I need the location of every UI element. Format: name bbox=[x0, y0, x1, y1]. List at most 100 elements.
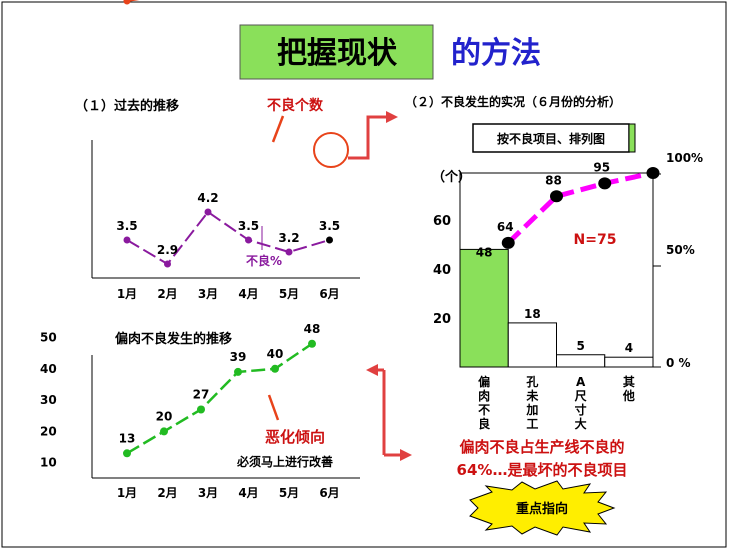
data-label-pct: 3.2 bbox=[278, 231, 299, 245]
cumulative-label: 64 bbox=[497, 220, 514, 234]
point-offset bbox=[160, 427, 168, 436]
point-offset bbox=[271, 364, 279, 373]
pareto-n-label: N=75 bbox=[574, 232, 617, 248]
cumulative-point bbox=[501, 236, 515, 249]
y-tick-label-left: 20 bbox=[433, 312, 451, 327]
highlight-circle bbox=[313, 132, 349, 168]
annot-worse-pointer bbox=[267, 394, 280, 421]
connector-top bbox=[348, 115, 388, 160]
title-box bbox=[239, 24, 434, 80]
cumulative-point bbox=[550, 190, 563, 203]
cumulative-point bbox=[598, 177, 612, 190]
y-tick-label-left: 40 bbox=[433, 263, 451, 278]
x-tick-label: 1月 bbox=[117, 287, 137, 301]
point-pct bbox=[245, 236, 252, 244]
bar bbox=[507, 322, 557, 368]
point-offset bbox=[123, 449, 131, 458]
data-label-pct: 3.5 bbox=[319, 219, 340, 233]
bar bbox=[604, 356, 654, 368]
category-label-char: 尺 bbox=[575, 389, 587, 403]
point-offset bbox=[234, 367, 242, 376]
y-tick-label: 40 bbox=[40, 362, 57, 376]
category-label-char: 大 bbox=[575, 416, 587, 431]
left-bottom-heading: 偏肉不良发生的推移 bbox=[115, 331, 232, 347]
pareto-label-text: 按不良项目、排列图 bbox=[497, 131, 605, 146]
title-main: 把握现状 bbox=[277, 36, 398, 71]
point-offset bbox=[308, 339, 316, 348]
category-label-char: 其 bbox=[623, 374, 635, 389]
cumulative-label: 95 bbox=[593, 160, 610, 174]
annot-improve: 必须马上进行改善 bbox=[236, 454, 333, 469]
connector-top-arrowhead bbox=[386, 111, 398, 123]
category-label-char: 寸 bbox=[575, 402, 587, 417]
point-pct bbox=[123, 236, 131, 244]
y-tick-label-left: 60 bbox=[433, 214, 451, 229]
category-label-char: 不 bbox=[478, 403, 490, 417]
series-line-count bbox=[126, 0, 140, 2]
annot-pct: 不良% bbox=[246, 253, 282, 268]
point-pct bbox=[164, 260, 171, 268]
bar-value-label: 48 bbox=[476, 245, 493, 259]
conclusion-line2: 64%…是最坏的不良项目 bbox=[457, 461, 628, 479]
x-tick-label: 3月 bbox=[198, 486, 218, 500]
badge-starburst bbox=[469, 480, 616, 536]
bar-value-label: 4 bbox=[625, 341, 633, 355]
badge-text: 重点指向 bbox=[516, 501, 568, 517]
x-tick-label: 3月 bbox=[198, 287, 218, 301]
x-tick-label: 5月 bbox=[279, 287, 299, 301]
data-label-offset: 27 bbox=[193, 387, 210, 401]
x-tick-label: 2月 bbox=[157, 287, 177, 301]
category-label-char: 孔 bbox=[526, 375, 538, 389]
y-tick-label-right: 100% bbox=[666, 151, 703, 165]
right-heading: （２）不良发生的实况（６月份的分析） bbox=[405, 94, 621, 109]
cumulative-point bbox=[646, 167, 660, 179]
connector-bottom-arrow-left bbox=[366, 364, 378, 376]
data-label-pct: 4.2 bbox=[197, 191, 218, 205]
title-suffix: 的方法 bbox=[451, 36, 541, 71]
y-tick-label: 50 bbox=[40, 331, 57, 345]
data-label-offset: 20 bbox=[156, 409, 173, 423]
bar bbox=[459, 248, 509, 368]
category-label-char: A bbox=[576, 375, 586, 389]
bar-value-label: 5 bbox=[576, 339, 584, 353]
data-label-offset: 48 bbox=[304, 322, 321, 336]
pareto-unit: （个） bbox=[432, 169, 471, 185]
category-label-char: 他 bbox=[622, 388, 635, 403]
point-offset bbox=[197, 405, 205, 414]
x-tick-label: 6月 bbox=[319, 287, 339, 301]
annot-count-pointer bbox=[271, 115, 285, 143]
y-tick-label: 20 bbox=[40, 424, 57, 438]
annot-worse: 恶化倾向 bbox=[265, 428, 325, 446]
bar-value-label: 18 bbox=[524, 307, 541, 321]
category-label-char: 偏 bbox=[478, 374, 490, 389]
category-label-char: 良 bbox=[478, 416, 490, 431]
x-tick-label: 5月 bbox=[279, 486, 299, 500]
data-label-offset: 39 bbox=[230, 350, 247, 364]
x-tick-label: 4月 bbox=[238, 287, 258, 301]
data-label-offset: 40 bbox=[267, 347, 284, 361]
y-tick-label-right: 50% bbox=[666, 243, 695, 257]
conclusion-line1: 偏肉不良占生产线不良的 bbox=[459, 438, 624, 456]
category-label-char: 未 bbox=[525, 388, 538, 403]
x-tick-label: 1月 bbox=[117, 486, 137, 500]
data-label-offset: 13 bbox=[119, 431, 136, 445]
data-label-pct: 3.5 bbox=[238, 219, 259, 233]
bar bbox=[556, 354, 606, 368]
category-label-char: 加 bbox=[525, 402, 538, 417]
left-top-heading: （１）过去的推移 bbox=[75, 98, 179, 114]
point-pct bbox=[204, 208, 212, 216]
x-tick-label: 4月 bbox=[238, 486, 258, 500]
pareto-label-accent bbox=[628, 123, 636, 153]
data-label-pct: 3.5 bbox=[116, 219, 137, 233]
data-label-pct: 2.9 bbox=[157, 243, 178, 257]
annot-count: 不良个数 bbox=[267, 97, 324, 114]
cumulative-label: 88 bbox=[545, 173, 562, 187]
y-tick-label: 10 bbox=[40, 456, 57, 470]
category-label-char: 工 bbox=[526, 417, 538, 431]
y-tick-label-right: 0 % bbox=[666, 356, 691, 370]
y-tick-label: 30 bbox=[40, 393, 57, 407]
series-line-offset bbox=[126, 342, 313, 455]
point-count bbox=[123, 0, 131, 5]
